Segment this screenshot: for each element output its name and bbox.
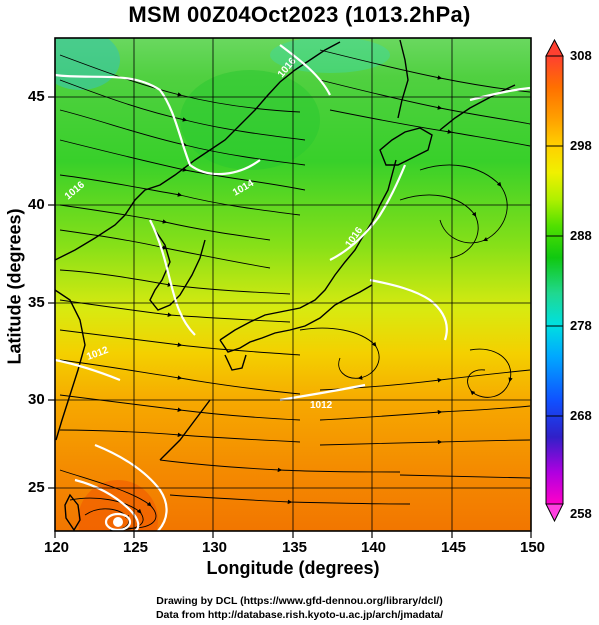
typhoon-center — [113, 517, 123, 527]
contour-label: 1012 — [310, 400, 333, 411]
coastlines — [55, 39, 516, 531]
x-tick-label: 130 — [202, 539, 228, 556]
y-tick-label: 30 — [28, 391, 45, 408]
cool-region — [270, 38, 390, 73]
x-tick-label: 145 — [441, 539, 467, 556]
colorbar-label: 288 — [570, 228, 592, 243]
x-tick-label: 140 — [361, 539, 387, 556]
x-tick-label: 150 — [520, 539, 546, 556]
chart-title: MSM 00Z04Oct2023 (1013.2hPa) — [128, 2, 471, 27]
y-tick-label: 25 — [28, 479, 45, 496]
y-axis-label: Latitude (degrees) — [4, 208, 25, 365]
grid-lines — [55, 38, 531, 531]
warm-region — [78, 480, 158, 531]
colorbar-label: 268 — [570, 408, 592, 423]
colorbar-label: 308 — [570, 48, 592, 63]
colorbar-label: 278 — [570, 318, 592, 333]
credit-data: Data from http://database.rish.kyoto-u.a… — [155, 609, 444, 621]
x-tick-label: 125 — [123, 539, 149, 556]
y-tick-label: 45 — [28, 88, 45, 105]
streamlines — [59, 49, 531, 531]
cool-region — [55, 38, 120, 90]
x-tick-label: 135 — [282, 539, 308, 556]
colorbar-label: 298 — [570, 138, 592, 153]
x-axis-label: Longitude (degrees) — [206, 558, 380, 578]
axis-ticks — [48, 96, 532, 538]
credit-drawing: Drawing by DCL (https://www.gfd-dennou.o… — [156, 595, 443, 607]
y-tick-label: 35 — [28, 294, 45, 311]
y-tick-label: 40 — [28, 196, 45, 213]
colorbar — [545, 38, 564, 523]
pressure-contours — [55, 44, 531, 531]
colorbar-label: 258 — [570, 506, 592, 521]
cool-region — [180, 70, 320, 170]
x-tick-label: 120 — [44, 539, 70, 556]
